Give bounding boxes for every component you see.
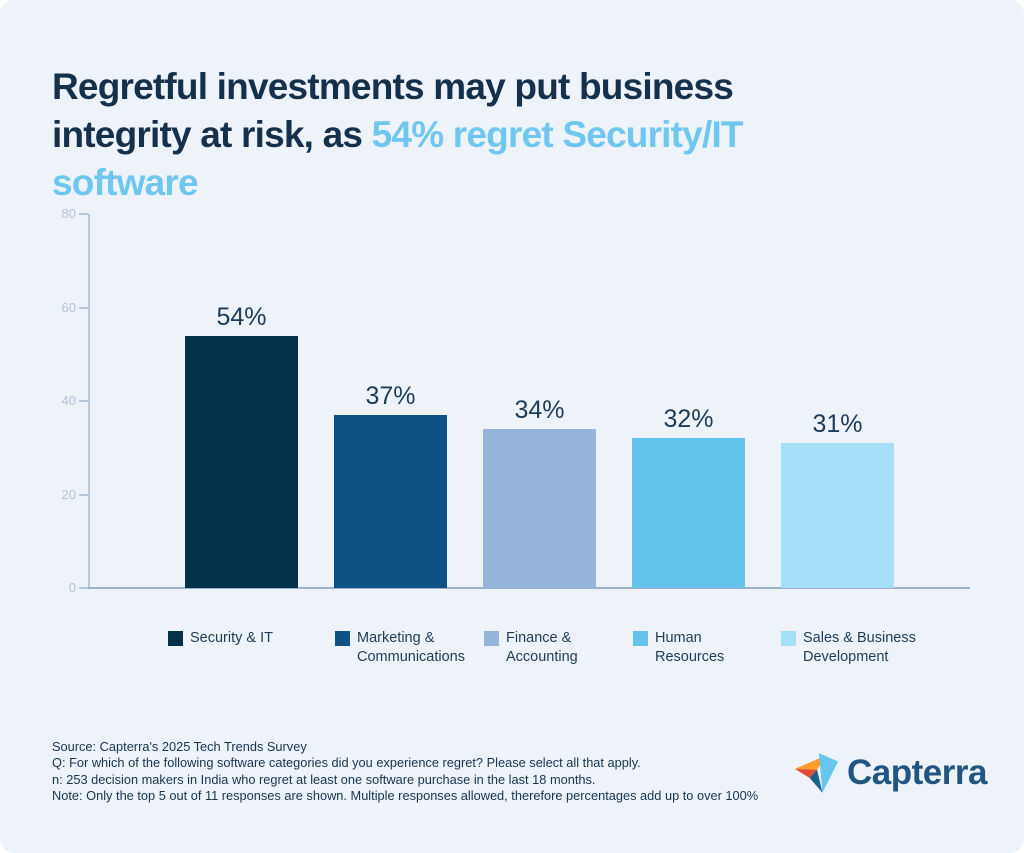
title-text-highlight: 54% regret Security/IT — [371, 113, 744, 155]
y-axis-tick-40 — [79, 400, 88, 402]
title-line-1: Regretful investments may put business — [52, 63, 982, 111]
footnote-source: Source: Capterra's 2025 Tech Trends Surv… — [52, 739, 307, 754]
title-line-3: software — [52, 159, 982, 207]
y-axis-tick-label-20: 20 — [61, 486, 76, 502]
title-text-highlight: software — [52, 161, 199, 203]
bar-human-resources — [632, 438, 745, 588]
capterra-wordmark: Capterra — [847, 752, 987, 792]
legend-label-human-resources: Human Resources — [655, 630, 725, 665]
bar-marketing-communications — [334, 415, 447, 588]
legend-label-security-it: Security & IT — [190, 630, 273, 646]
title-text-dark: integrity at risk, as — [52, 113, 372, 155]
bar-value-label-finance-accounting: 34% — [514, 396, 565, 425]
bar-security-it — [185, 335, 298, 588]
y-axis-tick-80 — [79, 213, 88, 215]
footnote-question: Q: For which of the following software c… — [52, 755, 641, 771]
y-axis-tick-label-60: 60 — [61, 299, 76, 315]
legend-swatch-finance-accounting — [484, 631, 499, 646]
y-axis-tick-label-0: 0 — [68, 580, 76, 595]
title-text-dark: Regretful investments may put business — [52, 65, 734, 107]
bar-value-label-marketing-communications: 37% — [365, 382, 416, 411]
y-axis-tick-60 — [79, 306, 88, 309]
bar-sales-business-development — [781, 443, 894, 588]
y-axis — [88, 214, 90, 589]
legend-swatch-sales-business-development — [781, 631, 796, 646]
legend-swatch-security-it — [168, 631, 183, 646]
x-axis — [88, 587, 970, 589]
legend-swatch-marketing-communications — [335, 631, 350, 646]
bar-value-label-security-it: 54% — [216, 302, 267, 331]
capterra-arrow-icon — [794, 753, 839, 793]
chart-title: Regretful investments may put business i… — [52, 63, 982, 207]
legend-swatch-human-resources — [633, 631, 648, 646]
footnotes: Source: Capterra's 2025 Tech Trends Surv… — [52, 739, 758, 805]
legend-label-sales-business-development: Sales & Business Development — [803, 630, 916, 665]
y-axis-tick-20 — [79, 493, 88, 496]
legend-label-finance-accounting: Finance & Accounting — [506, 630, 578, 665]
bar-value-label-human-resources: 32% — [663, 405, 714, 434]
y-axis-tick-label-80: 80 — [61, 206, 76, 221]
bar-value-label-sales-business-development: 31% — [812, 410, 863, 439]
y-axis-tick-label-40: 40 — [61, 393, 76, 408]
capterra-logo: Capterra — [794, 751, 987, 794]
footnote-note: Note: Only the top 5 out of 11 responses… — [52, 788, 759, 804]
title-line-2: integrity at risk, as 54% regret Securit… — [52, 111, 982, 159]
y-axis-tick-0 — [79, 587, 88, 589]
legend-label-marketing-communications: Marketing & Communications — [357, 630, 465, 665]
bar-finance-accounting — [483, 429, 596, 588]
footnote-sample: n: 253 decision makers in India who regr… — [52, 771, 596, 787]
